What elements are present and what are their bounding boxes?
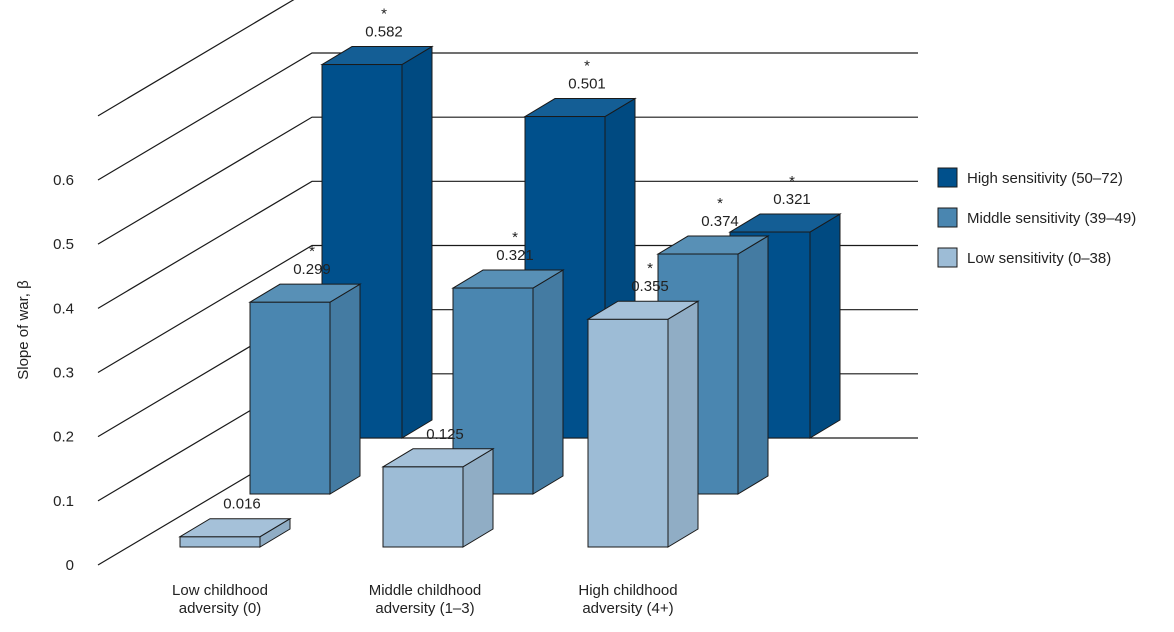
significance-star: * bbox=[717, 195, 723, 212]
bars bbox=[178, 45, 842, 548]
legend-swatch bbox=[937, 247, 958, 268]
legend-label: High sensitivity (50–72) bbox=[967, 170, 1123, 187]
data-label: 0.016 bbox=[223, 496, 261, 513]
bar bbox=[178, 517, 292, 548]
bar bbox=[586, 300, 700, 548]
gridline bbox=[97, 180, 918, 309]
data-label: 0.582 bbox=[365, 24, 403, 41]
data-label: 0.125 bbox=[426, 426, 464, 443]
legend-swatch bbox=[937, 207, 958, 228]
bar bbox=[381, 447, 495, 548]
significance-star: * bbox=[584, 58, 590, 75]
bar-top bbox=[381, 448, 495, 468]
bar-front bbox=[587, 318, 669, 548]
bar-side bbox=[329, 283, 361, 495]
data-label: 0.374 bbox=[701, 213, 739, 230]
legend-item: High sensitivity (50–72) bbox=[937, 167, 1123, 188]
bar-top bbox=[451, 269, 565, 289]
legend-swatch bbox=[937, 167, 958, 188]
y-tick-label: 0.1 bbox=[53, 493, 74, 510]
data-label: 0.321 bbox=[496, 247, 534, 264]
bar-top bbox=[320, 46, 434, 66]
bar-top bbox=[586, 300, 700, 320]
data-labels: 0.582*0.501*0.321*0.299* 0.321*0.374*0.01… bbox=[223, 6, 811, 513]
significance-star: * bbox=[309, 243, 315, 260]
category-label: Middle childhood adversity (1–3) bbox=[369, 582, 482, 617]
y-tick-label: 0.6 bbox=[53, 172, 74, 189]
bar-top bbox=[178, 518, 292, 538]
y-tick-label: 0.2 bbox=[53, 429, 74, 446]
bar-front bbox=[382, 466, 464, 548]
category-labels: Low childhood adversity (0) Middle childho… bbox=[172, 582, 678, 617]
y-tick-label: 0.3 bbox=[53, 365, 74, 382]
bar bbox=[320, 45, 434, 439]
gridline bbox=[97, 116, 918, 245]
bar-side bbox=[667, 300, 699, 548]
legend-label: Middle sensitivity (39–49) bbox=[967, 210, 1136, 227]
data-label: 0.321 bbox=[773, 191, 811, 208]
gridline bbox=[97, 52, 918, 181]
bar-top bbox=[728, 213, 842, 233]
bar-top bbox=[656, 235, 770, 255]
significance-star: * bbox=[789, 173, 795, 190]
bar-front bbox=[249, 301, 331, 495]
y-axis-label: Slope of war, β bbox=[15, 280, 32, 380]
bar-side bbox=[809, 213, 841, 439]
y-tick-label: 0 bbox=[66, 557, 74, 574]
data-label: 0.501 bbox=[568, 76, 606, 93]
category-label: High childhood adversity (4+) bbox=[578, 582, 677, 617]
legend: High sensitivity (50–72) Middle sensitivi… bbox=[937, 167, 1136, 268]
significance-star: * bbox=[381, 6, 387, 23]
legend-label: Low sensitivity (0–38) bbox=[967, 250, 1111, 267]
y-axis-ticks: 0 0.1 0.2 0.3 0.4 0.5 0.6 bbox=[53, 172, 74, 574]
significance-star: * bbox=[647, 260, 653, 277]
bar-side bbox=[401, 45, 433, 439]
bar-front bbox=[179, 536, 261, 548]
significance-star: * bbox=[512, 229, 518, 246]
bar-top bbox=[523, 98, 637, 118]
data-label: 0.299 bbox=[293, 261, 331, 278]
bar-side bbox=[532, 269, 564, 495]
bar-side bbox=[737, 235, 769, 495]
y-tick-label: 0.5 bbox=[53, 236, 74, 253]
data-label: 0.355 bbox=[631, 278, 669, 295]
legend-item: Middle sensitivity (39–49) bbox=[937, 207, 1136, 228]
category-label: Low childhood adversity (0) bbox=[172, 582, 268, 617]
bar-top bbox=[248, 283, 362, 303]
bar bbox=[248, 283, 362, 495]
gridline bbox=[97, 0, 295, 117]
legend-item: Low sensitivity (0–38) bbox=[937, 247, 1111, 268]
y-tick-label: 0.4 bbox=[53, 300, 74, 317]
